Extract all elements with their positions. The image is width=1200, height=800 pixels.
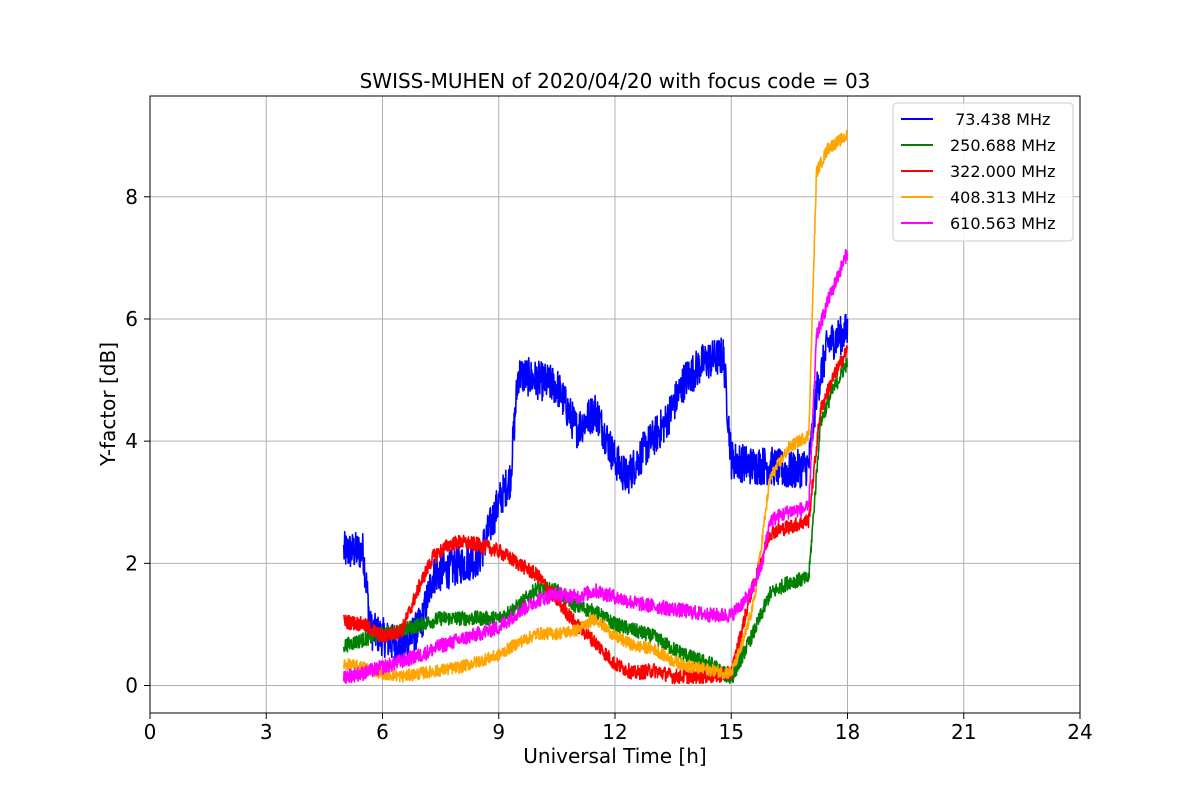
y-tick-label: 2	[125, 551, 138, 575]
x-tick-label: 6	[376, 720, 389, 744]
y-axis-label: Y-factor [dB]	[96, 342, 120, 467]
x-tick-label: 9	[492, 720, 505, 744]
legend-entry: 250.688 MHz	[950, 136, 1055, 155]
x-tick-label: 24	[1067, 720, 1092, 744]
x-tick-label: 12	[602, 720, 627, 744]
chart-title: SWISS-MUHEN of 2020/04/20 with focus cod…	[360, 69, 871, 93]
y-tick-label: 8	[125, 185, 138, 209]
series-line-3	[342, 129, 848, 683]
x-axis-label: Universal Time [h]	[523, 744, 706, 768]
x-tick-label: 15	[719, 720, 744, 744]
series-line-1	[342, 357, 849, 684]
x-tick-label: 18	[835, 720, 860, 744]
x-tick-label: 0	[144, 720, 157, 744]
series-line-4	[342, 248, 849, 684]
y-tick-label: 0	[125, 674, 138, 698]
x-tick-label: 3	[260, 720, 273, 744]
series-line-0	[342, 313, 849, 666]
legend-entry: 408.313 MHz	[950, 188, 1055, 207]
x-tick-label: 21	[951, 720, 976, 744]
legend-entry: 322.000 MHz	[950, 162, 1055, 181]
legend-entry: 73.438 MHz	[950, 110, 1050, 129]
y-tick-label: 6	[125, 307, 138, 331]
y-tick-label: 4	[125, 429, 138, 453]
series-layer	[342, 129, 849, 685]
legend-box	[892, 102, 1074, 242]
legend-entry: 610.563 MHz	[950, 214, 1055, 233]
legend: 73.438 MHz 250.688 MHz 322.000 MHz 408.313 …	[892, 102, 1074, 242]
